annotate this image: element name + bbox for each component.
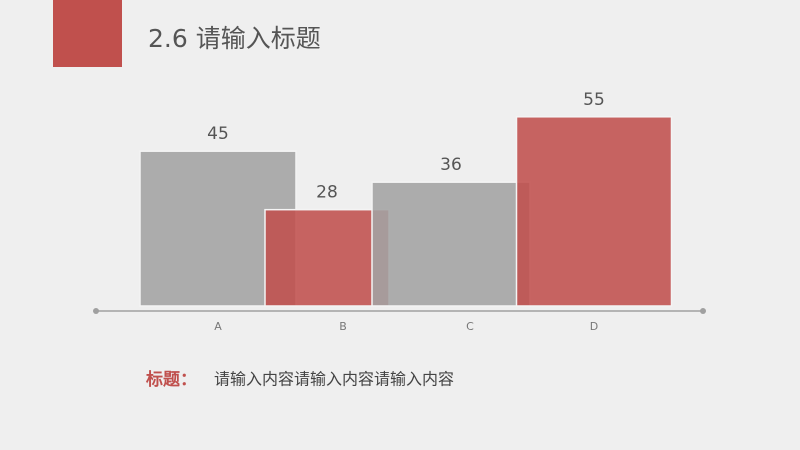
accent-block — [53, 0, 122, 67]
caption-label: 标题： — [146, 369, 197, 390]
axis-end — [93, 308, 99, 314]
x-tick-label: A — [214, 320, 222, 333]
value-label: 55 — [583, 90, 605, 110]
bar — [264, 208, 390, 307]
value-label: 36 — [440, 155, 462, 175]
value-label: 28 — [316, 183, 338, 203]
bar — [515, 116, 673, 307]
caption-text: 请输入内容请输入内容请输入内容 — [214, 370, 454, 389]
x-tick-label: D — [590, 320, 598, 333]
slide-title: 2.6 请输入标题 — [148, 24, 321, 53]
x-tick-label: B — [339, 320, 347, 333]
bar — [371, 181, 531, 307]
x-tick-label: C — [466, 320, 474, 333]
axis-end — [700, 308, 706, 314]
value-label: 45 — [207, 124, 229, 144]
